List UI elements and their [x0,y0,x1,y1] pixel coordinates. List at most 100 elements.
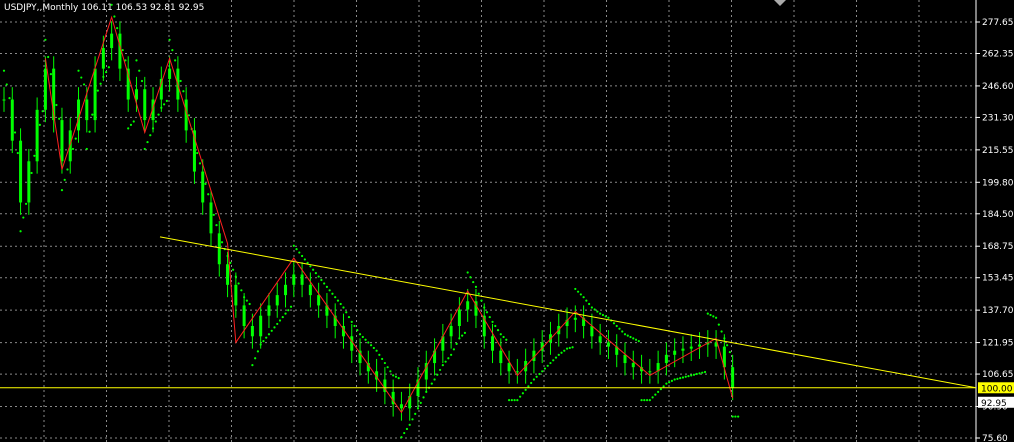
psar-dot [229,261,232,264]
psar-dot [403,431,406,435]
candle-body [159,78,163,100]
candle-body [623,354,627,364]
psar-dot [71,147,75,151]
psar-dot [662,385,665,388]
candle-body [408,395,412,409]
psar-dot [469,276,472,279]
psar-dot [102,75,105,78]
candle-body [631,363,635,368]
psar-dot [474,285,478,288]
psar-dot [411,418,414,421]
psar-dot [80,76,83,79]
psar-dot [604,315,607,318]
candle-body [606,342,610,347]
psar-dot [513,399,516,402]
candle-body [333,315,337,326]
psar-dot [563,349,566,352]
psar-dot [643,399,646,402]
psar-dot [496,329,500,332]
psar-dot [645,399,649,402]
candle-body [399,404,403,409]
psar-dot [2,69,6,72]
candle-body [689,346,693,349]
candle-body [118,33,122,69]
psar-dot [422,396,425,399]
psar-dot [278,319,282,322]
psar-dot [193,141,196,144]
psar-dot [712,315,715,318]
axis-tick-label: 121.95 [982,339,1014,349]
psar-dot [358,333,362,336]
psar-dot [121,49,124,52]
psar-dot [375,349,378,352]
psar-dot [714,316,718,319]
psar-dot [47,55,50,59]
psar-dot [198,162,202,165]
candle-body [681,348,685,351]
candle-body [590,325,594,337]
psar-dot [135,59,138,62]
psar-dot [601,313,605,317]
psar-dot [30,171,33,175]
parabolic-sar-dots [2,3,740,439]
psar-dot [378,353,381,356]
psar-dot [38,123,41,127]
psar-dot [599,312,602,315]
psar-dot [82,83,86,86]
symbol-timeframe: USDJPY,,Monthly [4,3,79,13]
psar-dot [5,83,8,86]
psar-dot [41,110,44,113]
candle-body [85,99,89,121]
axis-tick-label: 262.35 [982,50,1014,60]
psar-dot [414,412,417,415]
psar-dot [444,360,447,363]
candle-body [134,89,138,100]
trendline[interactable] [159,236,977,389]
candle-body [648,371,652,373]
axis-tick-label: 277.65 [982,18,1014,28]
candle-body [217,233,221,265]
psar-dot [66,168,69,171]
candle-body [540,342,544,351]
candle-body [714,342,718,347]
psar-dot [726,344,729,347]
candle-body [19,140,23,203]
axis-tick-label: 137.70 [982,306,1014,316]
psar-dot [485,311,489,314]
psar-dot [621,330,624,333]
candle-body [507,363,511,372]
psar-dot [623,333,627,336]
psar-dot [19,230,22,233]
candle-body [466,301,470,310]
psar-dot [466,271,469,274]
psar-dot [320,278,323,282]
psar-dot [670,379,674,382]
psar-dot [331,292,334,295]
candle-body [565,319,569,326]
level-tag-label: 100.00 [981,384,1013,394]
psar-dot [174,59,177,62]
psar-dot [88,130,91,133]
psar-dot [314,272,317,275]
psar-dot [16,151,19,155]
psar-dot [502,335,505,339]
psar-dot [60,189,64,192]
psar-dot [419,401,422,404]
psar-dot [640,399,643,402]
psar-dot [582,296,585,299]
psar-dot [472,280,475,284]
candle-body [234,284,238,306]
psar-dot [557,353,560,356]
psar-dot [400,436,403,439]
psar-dot [698,372,701,375]
psar-dot [579,293,582,296]
psar-dot [679,377,682,380]
psar-dot [709,313,712,317]
psar-dot [276,322,279,326]
psar-dot [303,258,306,261]
psar-dot [267,333,271,336]
candle-body [168,68,172,79]
psar-dot [138,69,141,72]
scroll-marker-icon[interactable] [774,0,786,6]
